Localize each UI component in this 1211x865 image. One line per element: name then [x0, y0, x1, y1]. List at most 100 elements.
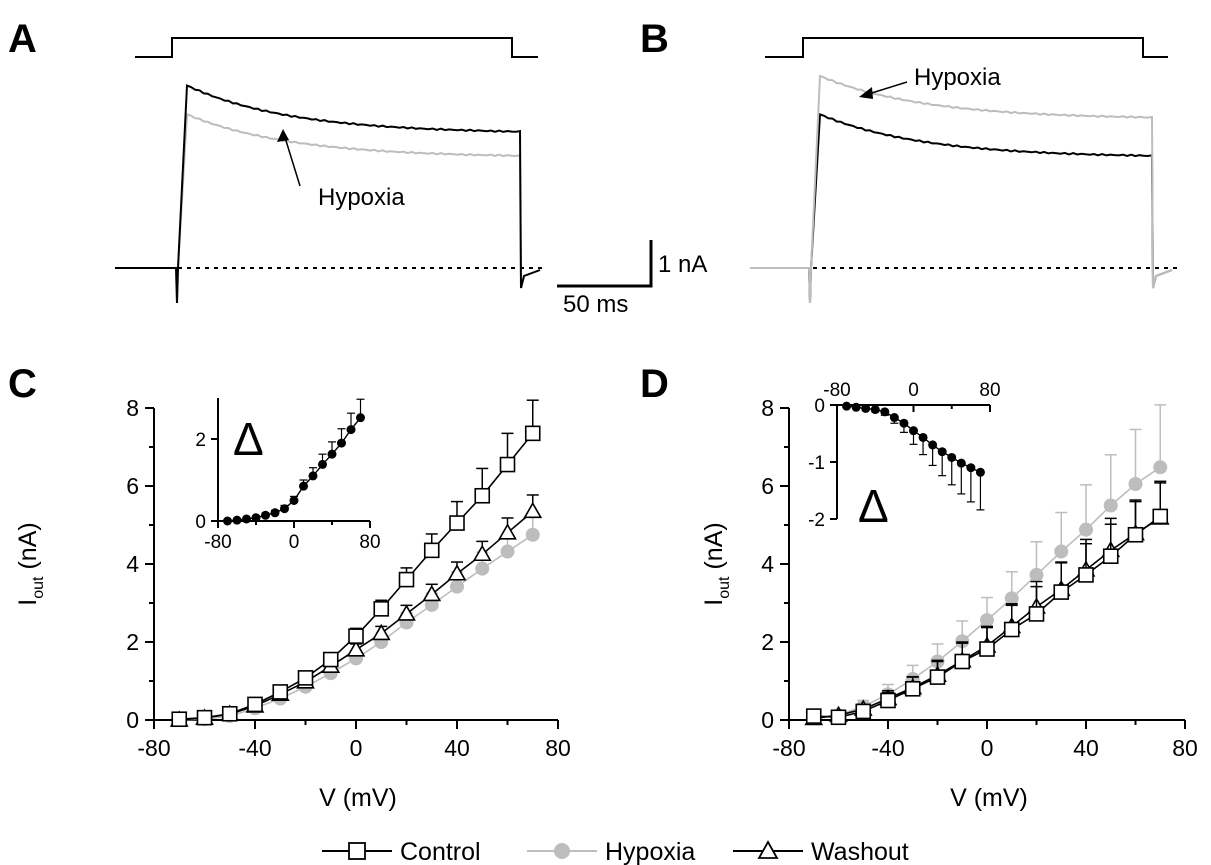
scale-bar-current-label: 1 nA: [658, 251, 707, 278]
inset-data-point: [337, 438, 346, 448]
data-point-control: [1028, 606, 1045, 622]
data-point-control: [297, 670, 314, 686]
annotation-arrowhead-b: [859, 87, 873, 99]
annotation-arrowhead-a: [277, 129, 289, 142]
inset-x-tick-label-d: 80: [979, 380, 1000, 401]
iv-plot-d: -80 -40 0 40 80 0 2 4 6 8: [761, 395, 1198, 761]
x-tick-label-d: 80: [1172, 735, 1198, 761]
inset-data-point: [280, 504, 289, 514]
data-point-control: [499, 456, 516, 473]
series-line-control: [179, 432, 534, 720]
legend-label-control: Control: [400, 838, 481, 865]
inset-data-point: [299, 481, 308, 491]
inset-data-point: [889, 413, 899, 423]
data-point-washout: [371, 623, 391, 641]
y-tick-label-c: 0: [126, 707, 139, 733]
x-tick-label-d: -40: [871, 735, 904, 761]
inset-data-point: [232, 515, 242, 525]
data-point-washout: [498, 523, 517, 540]
data-point-control: [855, 703, 872, 720]
data-point-control: [1078, 567, 1094, 583]
x-axis-title-d: V (mV): [950, 784, 1028, 812]
panel-label-c: C: [8, 362, 37, 406]
data-point-washout: [447, 564, 467, 581]
inset-y-tick-label-c: 0: [195, 512, 206, 533]
annotation-hypoxia-a: Hypoxia: [318, 184, 405, 211]
data-point-hypoxia: [1128, 477, 1143, 492]
legend: Control Hypoxia Washout: [322, 838, 909, 865]
y-axis-title-d: Iout (nA): [700, 522, 733, 605]
data-point-control: [398, 571, 415, 588]
data-point-control: [1152, 508, 1169, 525]
inset-data-point: [308, 471, 318, 481]
inset-data-point: [356, 413, 365, 423]
data-point-control: [904, 680, 921, 697]
inset-data-point: [242, 514, 251, 524]
inset-x-tick-label-d: 0: [908, 380, 919, 401]
data-point-hypoxia: [1103, 498, 1118, 513]
control-trace-b: [750, 113, 1173, 304]
panel-label-d: D: [640, 362, 669, 406]
legend-label-hypoxia: Hypoxia: [605, 838, 695, 865]
x-tick-label-c: 40: [444, 735, 470, 761]
inset-x-tick-label-c: 0: [289, 532, 300, 553]
data-point-hypoxia: [450, 579, 464, 594]
data-point-hypoxia: [955, 634, 970, 649]
inset-data-point: [346, 425, 356, 435]
data-point-hypoxia: [525, 527, 540, 542]
x-tick-label-d: 0: [981, 735, 994, 761]
data-point-control: [373, 601, 390, 617]
stimulus-protocol-b: [765, 37, 1168, 58]
data-point-hypoxia: [1079, 522, 1093, 537]
stimulus-protocol-a: [135, 37, 538, 58]
data-point-control: [1102, 548, 1119, 565]
inset-x-tick-label-c: -80: [204, 532, 231, 553]
series-washout-c: [169, 494, 543, 727]
y-tick-label-c: 4: [126, 551, 139, 577]
inset-data-point: [880, 407, 890, 417]
data-point-control: [1003, 621, 1020, 638]
inset-data-point: [899, 418, 909, 428]
hypoxia-trace-a: [117, 113, 541, 304]
inset-y-tick-label-d: -1: [808, 453, 825, 474]
data-point-hypoxia: [1054, 544, 1069, 559]
data-point-control: [171, 711, 188, 728]
series-control-c: [171, 399, 541, 728]
data-point-control: [423, 542, 440, 559]
inset-data-point: [270, 508, 280, 518]
data-point-washout: [523, 501, 543, 519]
inset-data-point: [975, 467, 985, 477]
inset-x-tick-label-c: 80: [359, 532, 380, 553]
data-point-control: [221, 705, 238, 722]
y-tick-label-d: 6: [761, 473, 774, 499]
series-line-washout: [179, 510, 534, 721]
inset-data-point: [327, 449, 337, 459]
x-axis-title-c: V (mV): [319, 784, 397, 812]
inset-data-point: [318, 459, 327, 469]
y-tick-label-d: 2: [761, 629, 774, 655]
data-point-washout: [422, 584, 442, 602]
inset-difference-d: -80 0 800-1-2: [808, 380, 1000, 531]
inset-data-point: [861, 403, 871, 413]
inset-data-point: [870, 405, 880, 415]
data-point-control: [196, 709, 213, 726]
data-point-control: [805, 708, 822, 724]
scale-bar-lines: [557, 240, 653, 288]
y-axis-title-c: Iout (nA): [14, 522, 47, 605]
inset-data-point: [261, 510, 270, 520]
legend-marker-hypoxia: [554, 843, 570, 859]
y-tick-label-d: 0: [761, 707, 774, 733]
x-tick-label-d: -80: [772, 735, 805, 761]
scale-bar: 1 nA 50 ms: [557, 240, 707, 318]
inset-data-point: [966, 463, 976, 473]
inset-y-tick-label-c: 2: [195, 430, 206, 451]
legend-item-hypoxia: Hypoxia: [527, 838, 695, 865]
x-tick-label-c: -40: [238, 735, 271, 761]
x-tick-label-c: 80: [545, 735, 571, 761]
data-point-hypoxia: [475, 561, 490, 576]
inset-data-point: [851, 402, 861, 412]
data-point-hypoxia: [1153, 460, 1168, 475]
